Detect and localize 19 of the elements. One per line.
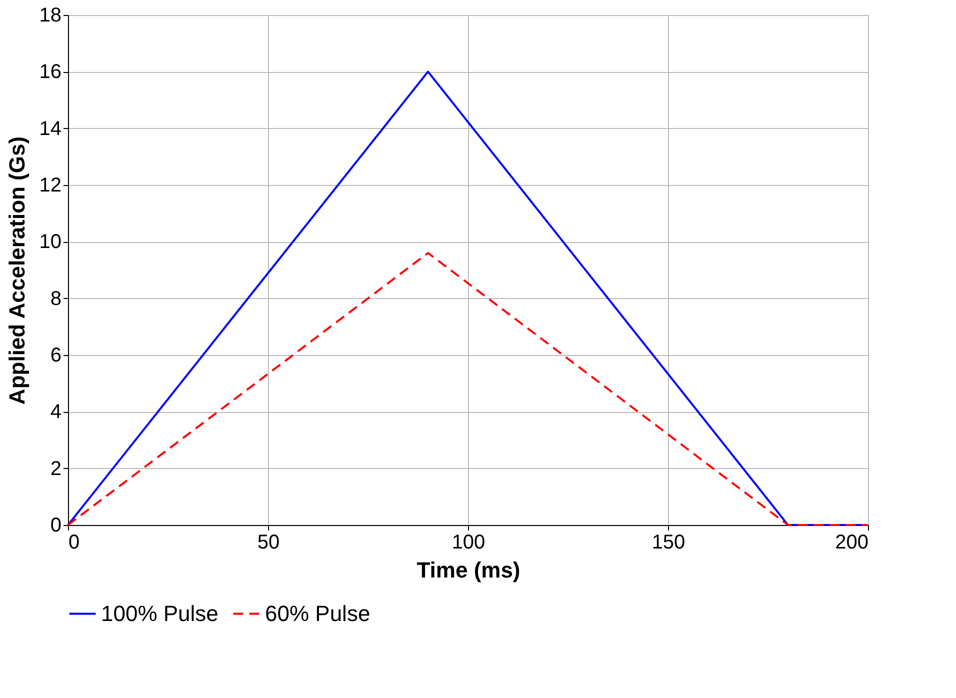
legend-label: 100% Pulse [101, 600, 218, 626]
x-tick-label: 50 [257, 532, 280, 554]
y-tick-label: 10 [39, 231, 62, 254]
y-tick-label: 8 [50, 288, 62, 310]
x-tick-label: 100 [452, 532, 486, 554]
x-tick-label: 0 [68, 532, 80, 554]
y-tick-label: 0 [50, 514, 62, 536]
legend-label: 60% Pulse [265, 600, 370, 626]
y-tick-label: 16 [39, 61, 62, 84]
y-tick-label: 14 [39, 118, 62, 140]
y-tick-label: 4 [50, 401, 62, 424]
y-tick-label: 6 [50, 344, 62, 366]
x-tick-label: 200 [835, 532, 868, 554]
y-tick-label: 18 [39, 4, 62, 26]
x-axis-title: Time (ms) [416, 558, 520, 582]
x-tick-label: 150 [652, 532, 686, 554]
y-tick-label: 12 [39, 174, 62, 196]
y-tick-label: 2 [50, 458, 62, 480]
y-axis-title: Applied Acceleration (Gs) [4, 136, 30, 405]
